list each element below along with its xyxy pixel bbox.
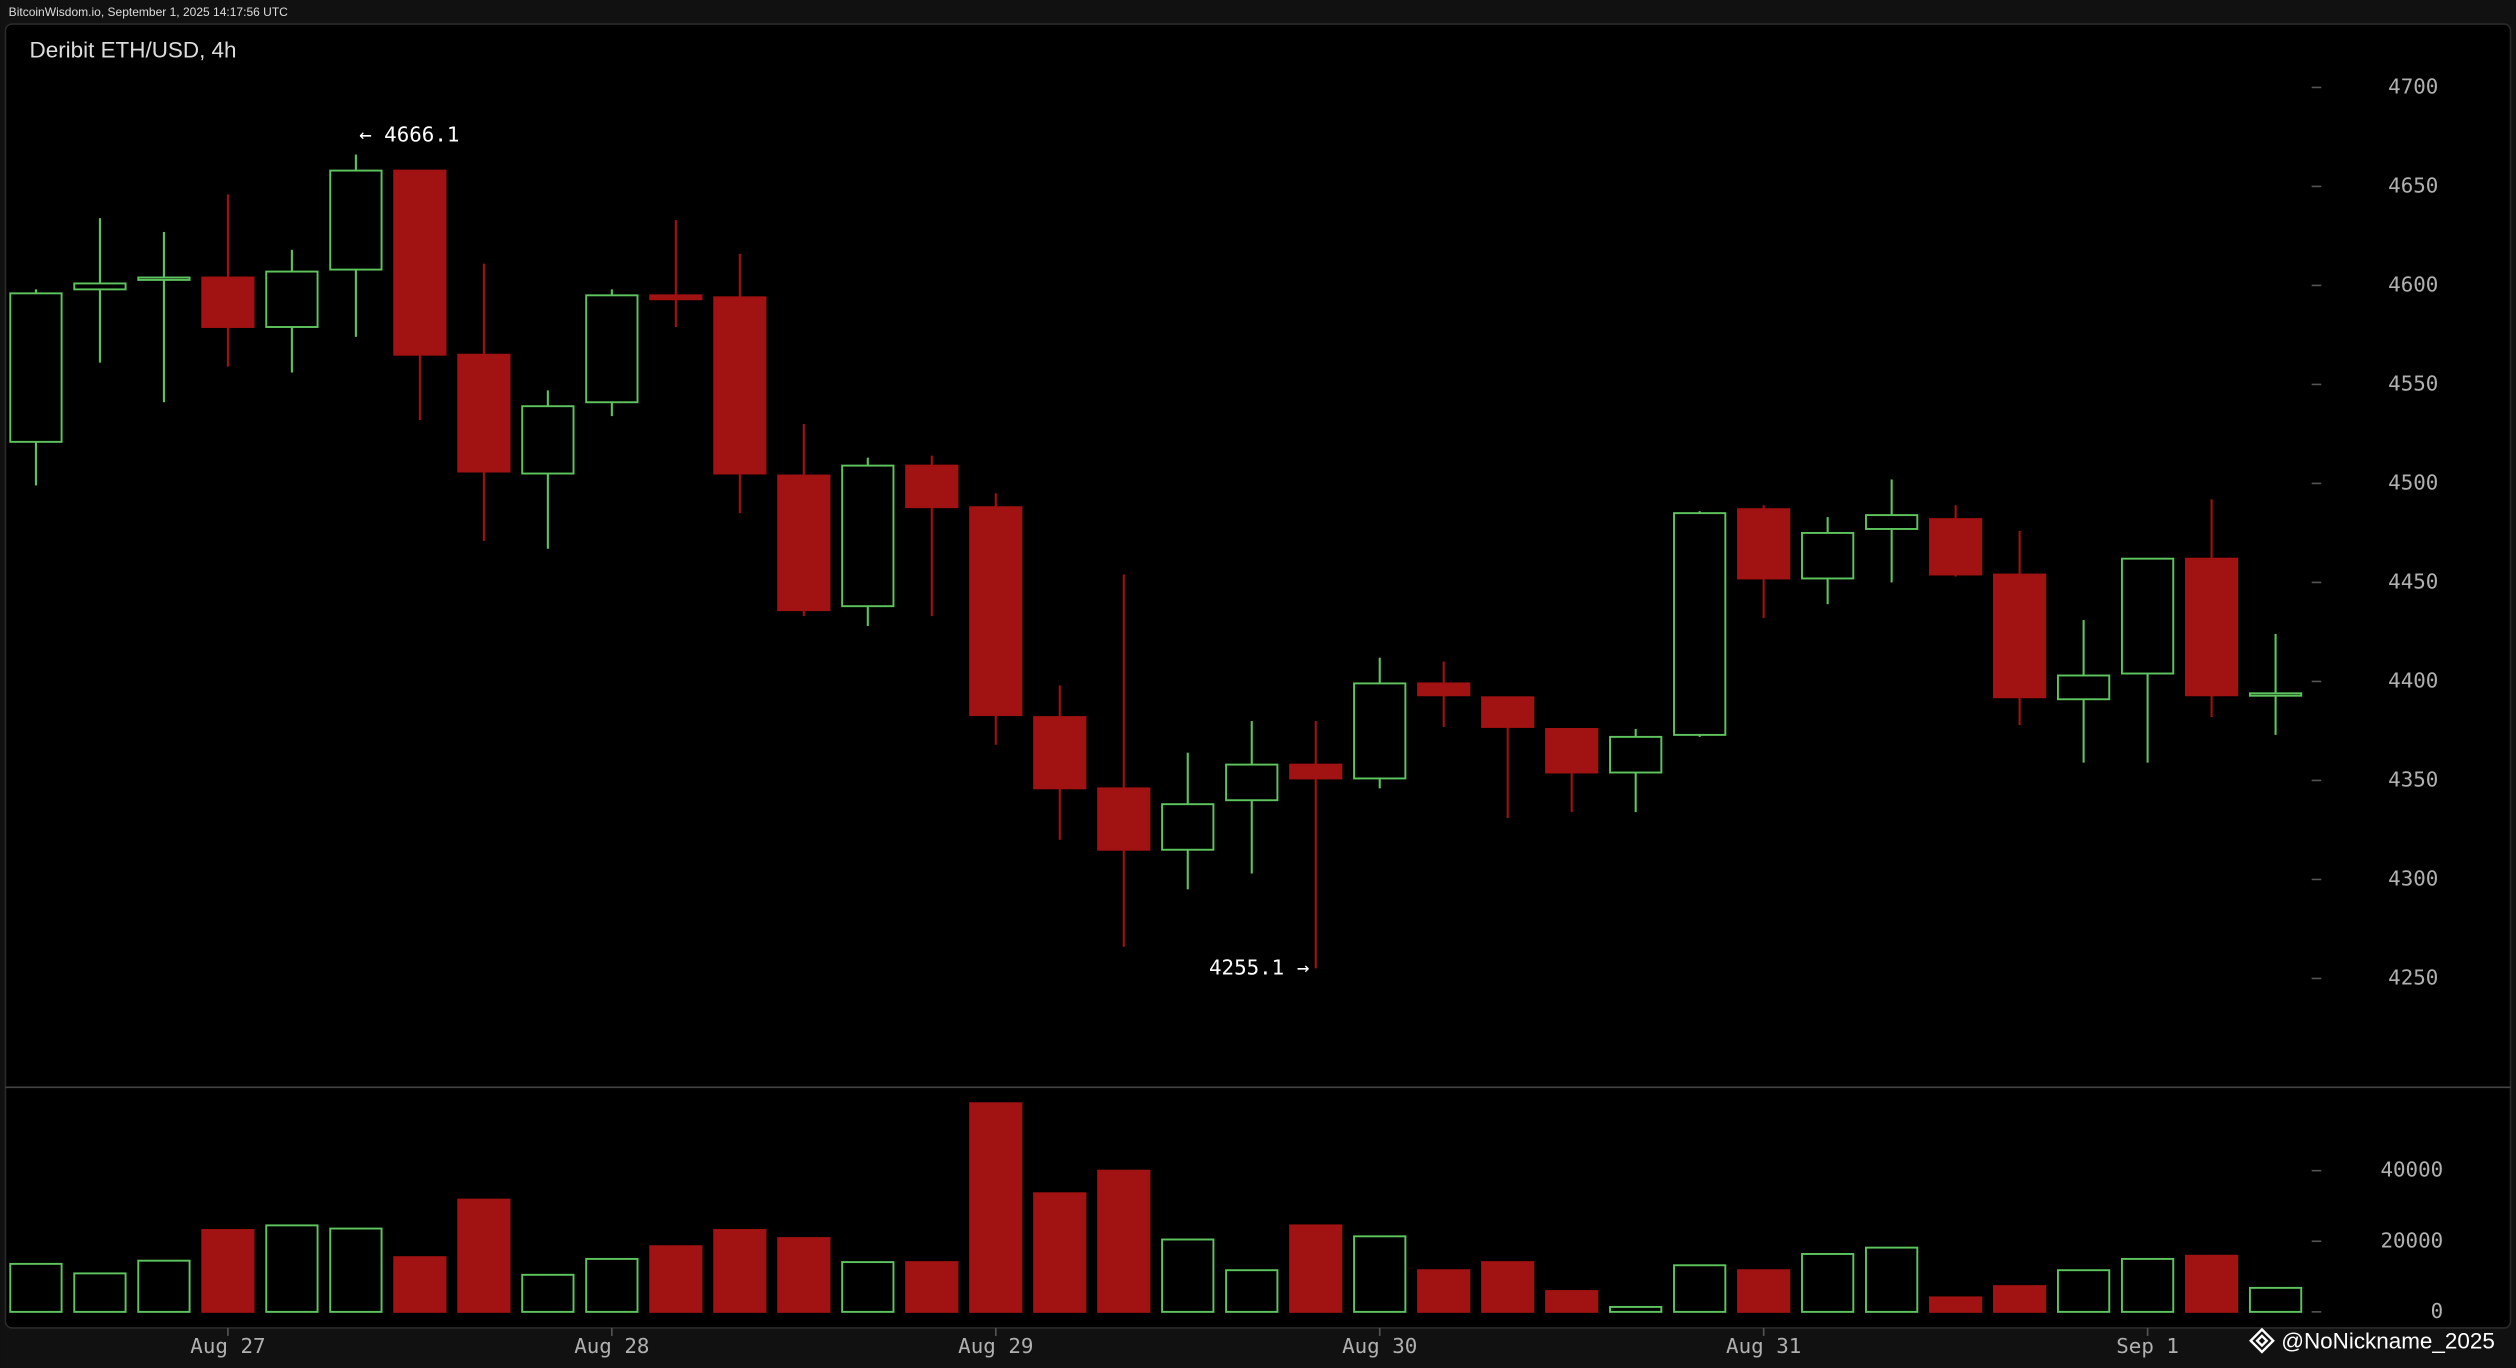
candle-body [329,169,383,271]
candle-body [2248,692,2303,697]
volume-bar [521,1273,575,1313]
volume-bar [1353,1235,1407,1313]
volume-bar [9,1262,63,1313]
candle-body [1033,716,1087,790]
x-tick-label: Aug 30 [1342,1334,1417,1358]
x-tick-label: Aug 31 [1726,1334,1801,1358]
volume-bar [73,1272,127,1313]
candle-body [1417,682,1471,697]
candle-body [841,464,895,608]
volume-bar [1289,1224,1343,1313]
candle-body [457,353,511,473]
volume-tick-label: 0 [2431,1299,2444,1323]
y-tick-label: 4700 [2388,74,2438,98]
volume-bar [1225,1269,1279,1313]
candle-body [1481,696,1535,728]
volume-bar [1097,1169,1151,1313]
volume-bar [1481,1261,1535,1313]
volume-bar [1801,1253,1855,1313]
y-tick-label: 4350 [2388,767,2438,791]
candle-body [1609,735,1663,774]
volume-bar [1992,1285,2047,1313]
volume-bar [649,1245,703,1313]
candle-body [1097,787,1151,851]
y-tick-label: 4250 [2388,965,2438,989]
chart-title: Deribit ETH/USD, 4h [30,37,237,62]
candle-body [905,464,959,509]
volume-bar [841,1261,895,1313]
volume-bar [1673,1264,1727,1313]
annotation: 4255.1 → [1209,955,1309,979]
candle-body [1929,518,1983,576]
candle-body [1737,508,1791,580]
y-tick-label: 4400 [2388,668,2438,692]
volume-bar [329,1227,383,1313]
candle-body [1161,803,1215,851]
candle-body [777,474,831,612]
volume-bar [201,1229,255,1313]
candle-body [1353,682,1407,780]
candle-body [1673,512,1727,736]
volume-bar [905,1261,959,1313]
candle-body [2120,557,2175,675]
annotation: ← 4666.1 [359,122,459,146]
y-tick-label: 4600 [2388,272,2438,296]
volume-bar [2056,1269,2111,1313]
volume-bar [713,1229,767,1313]
x-tick-label: Aug 29 [958,1334,1033,1358]
watermark: @NoNickname_2025 [2281,1328,2495,1353]
candle-body [521,405,575,475]
volume-bar [457,1198,511,1313]
volume-bar [777,1237,831,1313]
x-tick-label: Aug 27 [190,1334,265,1358]
volume-bar [969,1102,1023,1313]
candle-body [393,169,447,356]
volume-bar [1545,1290,1599,1313]
candle-body [1289,763,1343,780]
candle-body [649,294,703,301]
volume-bar [1033,1192,1087,1313]
candle-body [585,294,639,404]
volume-bar [1161,1238,1215,1313]
candle-body [1801,531,1855,580]
volume-bar [1737,1269,1791,1313]
volume-bar [1609,1305,1663,1313]
candle-body [265,270,319,328]
x-tick-label: Aug 28 [574,1334,649,1358]
candle-body [1865,514,1919,530]
candle-body [2184,557,2239,697]
volume-bar [1417,1269,1471,1313]
volume-bar [393,1256,447,1313]
volume-bar [2120,1257,2175,1313]
volume-bar [2184,1254,2239,1313]
candle-body [201,276,255,328]
y-tick-label: 4450 [2388,569,2438,593]
header: BitcoinWisdom.io, September 1, 2025 14:1… [9,5,288,19]
volume-tick-label: 20000 [2380,1228,2443,1252]
candle-body [1545,727,1599,774]
watermark-icon [2249,1327,2275,1354]
volume-bar [585,1257,639,1313]
volume-bar [265,1224,319,1313]
volume-bar [137,1259,191,1313]
candle-body [137,276,191,281]
volume-bar [1865,1246,1919,1313]
volume-bar [2248,1286,2303,1313]
candle-body [9,292,63,443]
candle-body [1992,573,2047,699]
candle-body [969,506,1023,717]
y-tick-label: 4550 [2388,371,2438,395]
volume-bar [1929,1296,1983,1313]
volume-tick-label: 40000 [2380,1158,2443,1182]
candle-body [1225,763,1279,802]
candle-body [713,296,767,475]
x-tick-label: Sep 1 [2116,1334,2179,1358]
y-tick-label: 4500 [2388,470,2438,494]
y-tick-label: 4650 [2388,173,2438,197]
candle-body [2056,674,2111,701]
candle-body [73,282,127,291]
y-tick-label: 4300 [2388,866,2438,890]
